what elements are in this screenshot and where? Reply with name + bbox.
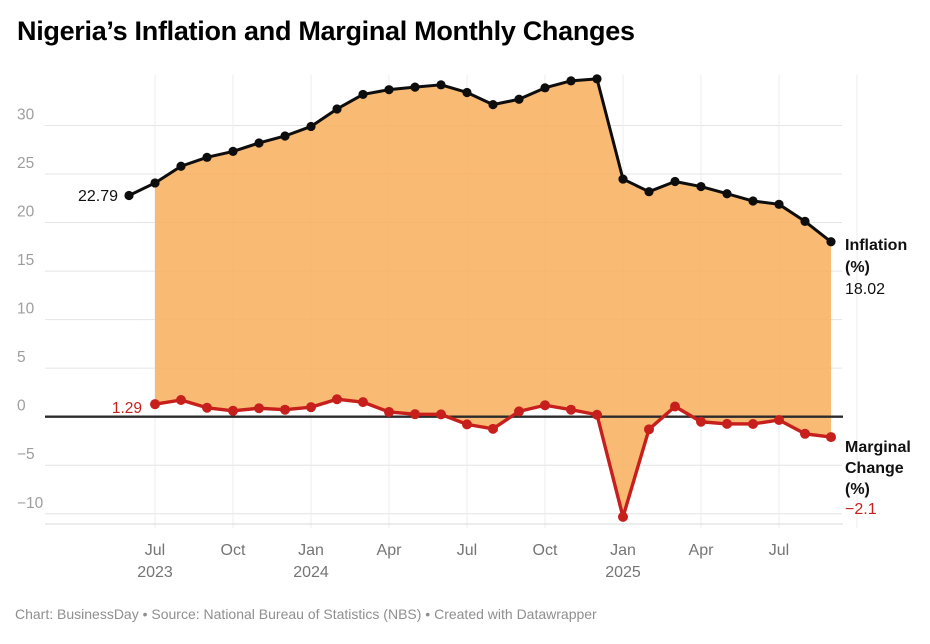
inflation-point bbox=[514, 94, 524, 104]
inflation-point bbox=[826, 237, 836, 247]
inflation-point bbox=[202, 152, 212, 162]
marginal-point bbox=[670, 401, 680, 412]
x-tick-month-label: Oct bbox=[221, 542, 246, 559]
marginal-point bbox=[306, 402, 316, 413]
inflation-point bbox=[618, 174, 628, 184]
marginal-point bbox=[280, 404, 290, 415]
inflation-point bbox=[566, 76, 576, 86]
marginal-point bbox=[176, 395, 186, 406]
start-value-label-marginal: 1.29 bbox=[112, 400, 142, 417]
inflation-point bbox=[488, 100, 498, 110]
marginal-point bbox=[826, 432, 836, 443]
marginal-point bbox=[228, 405, 238, 416]
inflation-point bbox=[150, 178, 160, 188]
y-tick-label: 15 bbox=[17, 252, 34, 269]
x-tick-month-label: Oct bbox=[533, 542, 558, 559]
marginal-point bbox=[358, 397, 368, 408]
marginal-point bbox=[150, 399, 160, 410]
inflation-point bbox=[124, 190, 134, 201]
marginal-point bbox=[748, 418, 758, 429]
marginal-point bbox=[540, 400, 550, 411]
marginal-point bbox=[722, 418, 732, 429]
inflation-point bbox=[774, 199, 784, 209]
start-value-label-inflation: 22.79 bbox=[78, 188, 118, 205]
marginal-point bbox=[332, 394, 342, 405]
inflation-point bbox=[228, 146, 238, 157]
marginal-point bbox=[774, 415, 784, 426]
marginal-point bbox=[254, 403, 264, 414]
end-series-value-marginal: −2.1 bbox=[845, 501, 877, 518]
marginal-point bbox=[592, 409, 602, 420]
end-series-label-inflation: Inflation bbox=[845, 237, 907, 254]
end-series-value-inflation: 18.02 bbox=[845, 281, 885, 298]
marginal-point bbox=[202, 402, 212, 413]
inflation-point bbox=[462, 87, 472, 98]
x-tick-month-label: Jul bbox=[145, 542, 165, 559]
inflation-point bbox=[644, 187, 654, 197]
x-tick-month-label: Apr bbox=[689, 542, 715, 559]
inflation-point bbox=[592, 74, 602, 84]
marginal-point bbox=[410, 409, 420, 420]
y-tick-label: 20 bbox=[17, 204, 35, 221]
marginal-point bbox=[618, 511, 628, 522]
x-tick-month-label: Jul bbox=[457, 542, 477, 559]
chart-footer: Chart: BusinessDay • Source: National Bu… bbox=[15, 606, 597, 622]
inflation-point bbox=[332, 104, 342, 114]
y-tick-label: 5 bbox=[17, 349, 26, 366]
x-tick-year-label: 2023 bbox=[137, 564, 173, 581]
marginal-point bbox=[566, 404, 576, 415]
inflation-point bbox=[540, 83, 550, 93]
end-series-label-marginal: (%) bbox=[845, 481, 870, 498]
marginal-point bbox=[436, 409, 446, 420]
end-series-label-marginal: Change bbox=[845, 460, 904, 477]
inflation-point bbox=[384, 85, 394, 95]
y-tick-label: −10 bbox=[17, 495, 44, 512]
marginal-point bbox=[384, 406, 394, 417]
marginal-point bbox=[462, 419, 472, 430]
y-tick-label: 10 bbox=[17, 301, 35, 318]
x-tick-month-label: Jan bbox=[610, 542, 636, 559]
inflation-point bbox=[722, 189, 732, 199]
x-tick-month-label: Jul bbox=[769, 542, 789, 559]
inflation-point bbox=[410, 82, 420, 92]
inflation-point bbox=[748, 196, 758, 206]
area-fill bbox=[155, 78, 831, 517]
marginal-point bbox=[696, 416, 706, 427]
x-tick-month-label: Jan bbox=[298, 542, 324, 559]
inflation-point bbox=[670, 176, 680, 187]
y-tick-label: 0 bbox=[17, 398, 26, 415]
y-tick-label: −5 bbox=[17, 446, 35, 463]
y-tick-label: 30 bbox=[17, 106, 35, 123]
x-tick-month-label: Apr bbox=[377, 542, 403, 559]
x-tick-year-label: 2025 bbox=[605, 564, 641, 581]
y-tick-label: 25 bbox=[17, 155, 34, 172]
x-tick-year-label: 2024 bbox=[293, 564, 329, 581]
inflation-point bbox=[800, 216, 810, 226]
inflation-point bbox=[176, 161, 186, 171]
marginal-point bbox=[800, 428, 810, 439]
inflation-point bbox=[696, 181, 706, 192]
end-series-label-inflation: (%) bbox=[845, 259, 870, 276]
inflation-point bbox=[254, 138, 264, 148]
inflation-point bbox=[306, 121, 316, 132]
marginal-point bbox=[514, 406, 524, 417]
chart-title: Nigeria’s Inflation and Marginal Monthly… bbox=[17, 16, 635, 46]
marginal-point bbox=[488, 423, 498, 434]
inflation-line bbox=[127, 77, 833, 244]
inflation-point bbox=[280, 131, 290, 141]
end-series-label-marginal: Marginal bbox=[845, 439, 911, 456]
marginal-point bbox=[644, 424, 654, 435]
inflation-point bbox=[436, 80, 446, 90]
inflation-point bbox=[358, 89, 368, 100]
